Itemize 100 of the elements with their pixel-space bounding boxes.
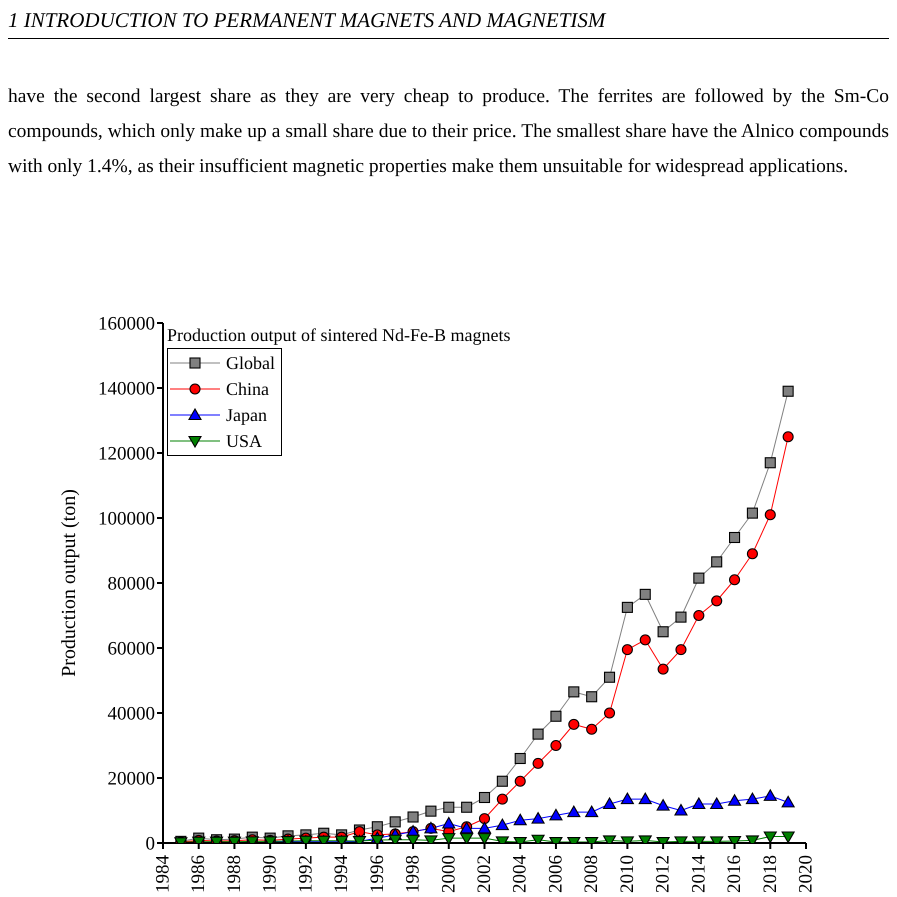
point bbox=[692, 797, 706, 810]
y-tick-label: 80000 bbox=[108, 574, 155, 595]
x-tick-label: 2006 bbox=[545, 855, 566, 893]
point bbox=[532, 812, 545, 824]
x-tick-label: 1994 bbox=[331, 854, 352, 893]
point bbox=[782, 831, 795, 843]
x-tick-label: 2010 bbox=[616, 855, 638, 893]
point bbox=[711, 556, 722, 568]
point bbox=[461, 802, 472, 813]
point bbox=[550, 710, 562, 722]
point bbox=[478, 822, 492, 834]
x-tick-label: 2012 bbox=[652, 855, 674, 893]
point bbox=[408, 811, 419, 823]
point bbox=[496, 794, 508, 805]
x-tick-label: 2002 bbox=[474, 855, 495, 893]
point bbox=[658, 664, 669, 675]
point bbox=[549, 808, 562, 820]
x-tick-label: 1988 bbox=[224, 855, 245, 893]
point bbox=[604, 707, 616, 719]
legend-label: China bbox=[226, 378, 269, 400]
y-tick-label: 60000 bbox=[108, 638, 155, 660]
x-tick-label: 1986 bbox=[188, 855, 210, 893]
point bbox=[782, 796, 795, 808]
point bbox=[532, 758, 544, 769]
legend-label: USA bbox=[226, 430, 262, 452]
x-tick-label: 2018 bbox=[760, 855, 781, 893]
x-tick-label: 2016 bbox=[724, 855, 746, 893]
point bbox=[478, 813, 490, 824]
chart-title: Production output of sintered Nd-Fe-B magnets bbox=[167, 325, 510, 346]
point bbox=[729, 532, 740, 544]
point bbox=[550, 740, 562, 752]
point bbox=[568, 718, 580, 730]
x-tick-label: 2004 bbox=[510, 854, 531, 893]
point bbox=[656, 799, 670, 811]
point bbox=[638, 792, 652, 804]
point bbox=[693, 572, 704, 584]
point bbox=[585, 806, 598, 818]
y-tick-label: 160000 bbox=[98, 314, 155, 335]
point bbox=[443, 802, 454, 813]
point bbox=[622, 644, 633, 656]
point bbox=[764, 789, 777, 801]
point bbox=[674, 804, 688, 816]
point bbox=[442, 816, 456, 829]
y-tick-label: 20000 bbox=[108, 768, 155, 790]
point bbox=[746, 508, 758, 519]
point bbox=[478, 833, 492, 843]
y-tick-label: 140000 bbox=[98, 378, 155, 400]
point bbox=[496, 818, 509, 830]
point bbox=[567, 806, 580, 818]
point bbox=[764, 457, 776, 468]
point bbox=[568, 686, 580, 698]
x-tick-label: 2020 bbox=[796, 855, 816, 893]
point bbox=[640, 588, 651, 600]
y-tick-label: 0 bbox=[146, 834, 155, 855]
point bbox=[586, 691, 598, 702]
y-tick-label: 40000 bbox=[108, 704, 155, 725]
point bbox=[746, 548, 758, 560]
text: have the second largest share as they are very cheap to produce. The ferrites are followed by the Sm-Co compounds, which only make up a small share due to their price. The smallest share have the Alnico compounds with only 1.4%, as their insufficient magnetic properties make them unsuitable for widespread applications. bbox=[8, 85, 889, 179]
point bbox=[764, 831, 777, 843]
x-tick-label: 1992 bbox=[295, 855, 316, 893]
point bbox=[586, 724, 598, 735]
point bbox=[442, 833, 456, 843]
x-tick-label: 2000 bbox=[438, 855, 460, 893]
point bbox=[604, 672, 616, 683]
y-axis-title: Production output (ton) bbox=[58, 489, 80, 677]
x-tick-label: 2014 bbox=[688, 854, 710, 893]
y-tick-label: 120000 bbox=[98, 444, 155, 465]
point bbox=[514, 752, 526, 764]
point bbox=[728, 794, 742, 806]
point bbox=[693, 610, 704, 622]
point bbox=[711, 595, 722, 606]
legend-label: Global bbox=[226, 352, 275, 374]
point bbox=[746, 792, 759, 804]
point bbox=[532, 728, 544, 740]
point bbox=[425, 806, 436, 817]
point bbox=[782, 386, 794, 397]
point bbox=[390, 816, 401, 828]
point bbox=[514, 776, 526, 787]
point bbox=[658, 626, 669, 638]
x-tick-label: 2008 bbox=[581, 855, 602, 893]
legend-label: Japan bbox=[226, 404, 267, 426]
point bbox=[764, 509, 776, 520]
point bbox=[602, 797, 616, 810]
point bbox=[675, 644, 687, 656]
x-tick-label: 1984 bbox=[152, 854, 174, 893]
point bbox=[729, 574, 740, 586]
x-tick-label: 1998 bbox=[402, 855, 424, 893]
point bbox=[514, 814, 527, 826]
point bbox=[782, 431, 794, 442]
point bbox=[675, 612, 687, 623]
x-tick-label: 1990 bbox=[260, 855, 281, 893]
y-tick-label: 100000 bbox=[98, 508, 155, 530]
point bbox=[478, 792, 490, 804]
point bbox=[496, 776, 508, 787]
point bbox=[620, 792, 634, 804]
point bbox=[460, 833, 474, 843]
point bbox=[622, 602, 633, 613]
text: 1 INTRODUCTION TO PERMANENT MAGNETS AND MAGNETISM bbox=[8, 8, 889, 39]
x-tick-label: 1996 bbox=[366, 855, 388, 893]
point bbox=[640, 634, 651, 646]
